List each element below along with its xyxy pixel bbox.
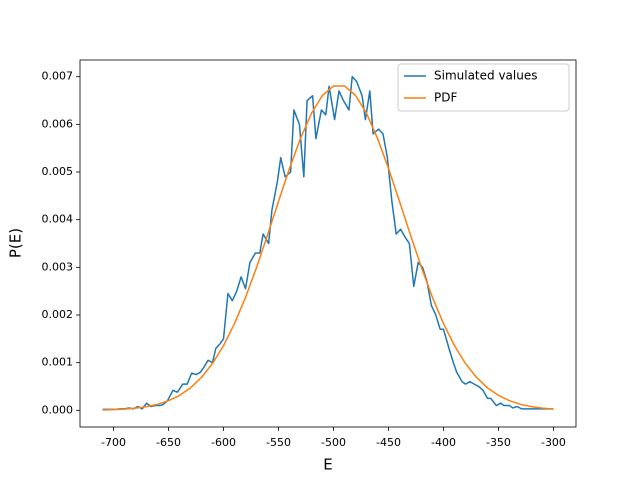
y-tick-label: 0.002 [42,308,74,321]
x-tick-label: -550 [266,436,291,449]
series-line [102,75,554,411]
y-tick-label: 0.004 [42,213,74,226]
legend-box [397,63,570,112]
x-tick-label: -600 [211,436,236,449]
x-axis-label: E [323,456,332,474]
y-tick-label: 0.001 [42,356,74,369]
x-tick-label: -700 [101,436,126,449]
y-tick-label: 0.000 [42,403,74,416]
x-tick-label: -650 [156,436,181,449]
y-tick-label: 0.006 [42,117,74,130]
x-tick-label: -350 [486,436,511,449]
y-axis-label: P(E) [7,228,25,258]
y-tick-label: 0.007 [42,70,74,83]
x-tick-label: -400 [431,436,456,449]
x-tick-label: -500 [321,436,346,449]
series-line [102,85,554,411]
legend-text: PDF [434,91,457,105]
legend-text: Simulated values [434,69,537,83]
x-tick-label: -450 [376,436,401,449]
y-tick-label: 0.005 [42,165,74,178]
y-tick-label: 0.003 [42,260,74,273]
plot-frame [79,59,577,428]
x-tick-label: -300 [541,436,566,449]
